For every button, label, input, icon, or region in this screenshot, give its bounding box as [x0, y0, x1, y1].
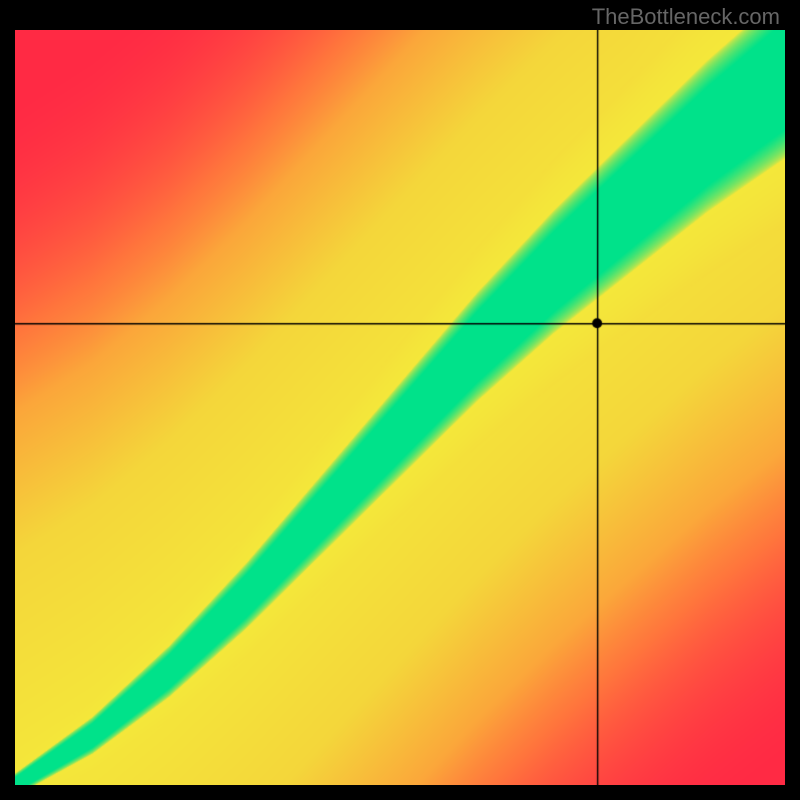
plot-area: [15, 30, 785, 785]
heatmap-canvas: [15, 30, 785, 785]
attribution-text: TheBottleneck.com: [592, 4, 780, 30]
chart-frame: TheBottleneck.com: [0, 0, 800, 800]
